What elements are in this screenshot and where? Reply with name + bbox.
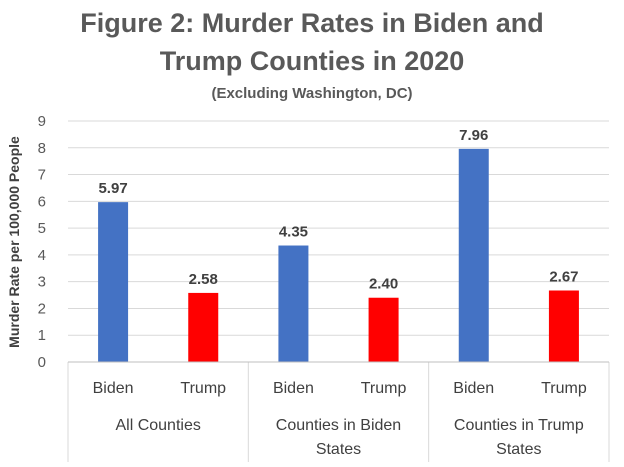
group-label: Counties in Trump: [454, 417, 584, 434]
y-tick-label: 5: [38, 220, 46, 237]
y-tick-label: 2: [38, 300, 46, 317]
group-label: Counties in Biden: [276, 417, 401, 434]
y-axis-ticks: 0 1 2 3 4 5 6 7 8 9: [38, 113, 46, 371]
y-tick-label: 8: [38, 140, 46, 157]
x-tick-label: Biden: [93, 380, 134, 397]
y-tick-label: 6: [38, 193, 46, 210]
bar-trump: [188, 292, 219, 362]
y-tick-label: 9: [38, 113, 46, 130]
group-label: All Counties: [115, 417, 200, 434]
data-label: 4.35: [279, 224, 308, 241]
group-label: States: [496, 441, 541, 458]
group-label: States: [316, 441, 361, 458]
bar-trump: [548, 290, 579, 362]
y-tick-label: 0: [38, 354, 46, 371]
x-tick-label: Trump: [180, 380, 226, 397]
y-tick-label: 4: [38, 247, 46, 264]
gridlines: [68, 120, 609, 363]
bar-biden: [458, 148, 489, 362]
x-tick-label: Biden: [453, 380, 494, 397]
x-axis: Biden Trump All Counties Biden Trump Counties…: [67, 361, 610, 462]
bar-trump: [368, 297, 399, 362]
data-label: 2.40: [369, 276, 398, 293]
data-label: 7.96: [459, 127, 488, 144]
y-tick-label: 1: [38, 327, 46, 344]
x-tick-label: Biden: [273, 380, 314, 397]
chart-subtitle: (Excluding Washington, DC): [211, 85, 413, 102]
x-tick-label: Trump: [361, 380, 407, 397]
chart-title-line-1: Figure 2: Murder Rates in Biden and: [80, 8, 544, 38]
y-tick-label: 3: [38, 274, 46, 291]
bar-biden: [278, 245, 309, 362]
data-label: 5.97: [98, 180, 127, 197]
data-labels: 5.97 2.58 4.35 2.40 7.96 2.67: [98, 127, 578, 293]
y-tick-label: 7: [38, 167, 46, 184]
chart-title-line-2: Trump Counties in 2020: [159, 46, 465, 76]
data-label: 2.58: [189, 271, 218, 288]
y-axis-label: Murder Rate per 100,000 People: [6, 136, 22, 348]
data-label: 2.67: [549, 269, 578, 286]
bars: [98, 148, 579, 362]
x-tick-label: Trump: [541, 380, 587, 397]
bar-biden: [98, 202, 129, 362]
